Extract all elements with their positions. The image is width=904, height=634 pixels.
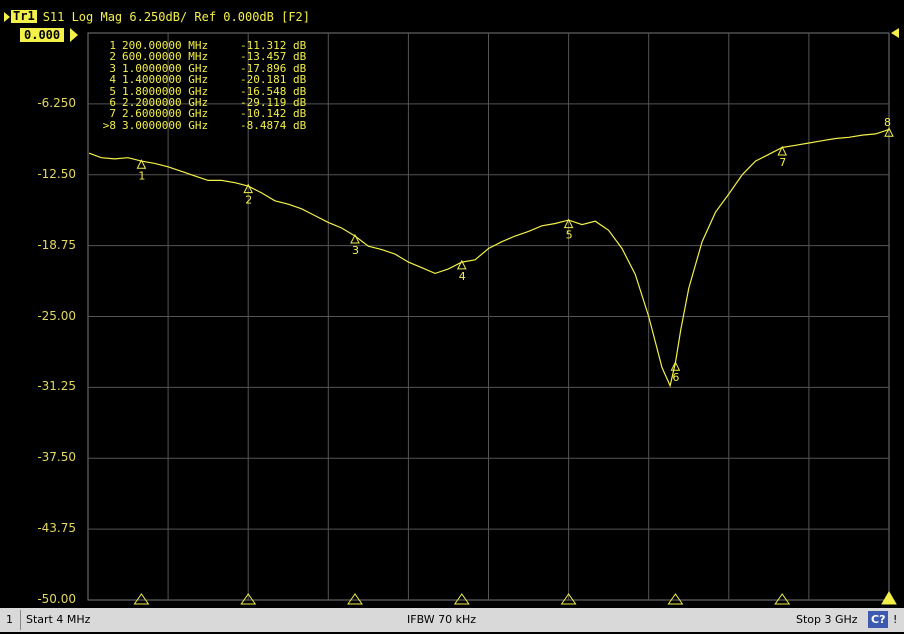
- marker-2[interactable]: 2: [243, 183, 254, 207]
- marker-triangle-icon: [456, 259, 467, 270]
- marker-value: -29.119 dB: [240, 96, 307, 110]
- y-tick-label: -31.25: [37, 379, 76, 394]
- marker-value: -11.312 dB: [240, 39, 307, 52]
- marker-position-triangle-icon: [347, 593, 363, 605]
- marker-label: 6: [672, 371, 679, 384]
- markers-layer: 1 2 3 4 5 6 7 8: [136, 116, 894, 384]
- y-tick-label: -50.00: [37, 592, 76, 606]
- marker-position-indicators: [133, 591, 897, 605]
- trace-info: S11 Log Mag 6.250dB/ Ref 0.000dB [F2]: [42, 9, 310, 24]
- marker-label: 7: [779, 156, 786, 169]
- y-tick-label: -37.50: [37, 450, 76, 465]
- warning-indicator: !: [893, 613, 898, 626]
- marker-value: -16.548 dB: [240, 84, 307, 98]
- status-divider: [20, 610, 21, 630]
- marker-id: 7: [109, 107, 116, 121]
- marker-id: 2: [109, 50, 116, 64]
- marker-triangle-icon: [136, 159, 147, 169]
- marker-value: -8.4874 dB: [240, 118, 307, 132]
- y-tick-label: -12.50: [37, 166, 76, 181]
- marker-frequency: 1.0000000 GHz: [122, 61, 209, 75]
- marker-triangle-icon: [777, 145, 788, 156]
- marker-label: 2: [245, 194, 252, 207]
- marker-label: 4: [459, 270, 466, 283]
- marker-position-triangle-icon: [881, 591, 897, 605]
- marker-position-triangle-icon: [667, 593, 684, 605]
- active-trace-arrow-icon: [4, 11, 10, 22]
- trace-header: Tr1 S11 Log Mag 6.250dB/ Ref 0.000dB [F2…: [4, 9, 310, 24]
- marker-triangle-icon: [350, 233, 360, 244]
- trace-s11: [88, 128, 890, 388]
- marker-label: 3: [352, 244, 359, 257]
- marker-row[interactable]: 3 1.0000000 GHz -17.896 dB: [94, 61, 307, 75]
- marker-triangle-icon: [884, 127, 894, 137]
- marker-row[interactable]: 6 2.2000000 GHz -29.119 dB: [94, 96, 307, 110]
- marker-6[interactable]: 6: [670, 361, 681, 384]
- marker-position-triangle-icon: [560, 593, 577, 605]
- marker-id: 1: [109, 39, 116, 52]
- ref-level-right-pointer: [891, 28, 899, 38]
- marker-triangle-icon: [670, 361, 681, 371]
- marker-row[interactable]: 7 2.6000000 GHz -10.142 dB: [94, 107, 307, 121]
- marker-position-triangle-icon: [240, 593, 257, 605]
- grid: [88, 33, 889, 600]
- marker-frequency: 3.0000000 GHz: [122, 118, 209, 132]
- marker-position-triangle-icon: [774, 593, 791, 605]
- marker-row[interactable]: 4 1.4000000 GHz -20.181 dB: [94, 73, 307, 87]
- y-tick-label: -25.00: [37, 308, 76, 323]
- marker-frequency: 1.4000000 GHz: [122, 73, 209, 87]
- marker-row[interactable]: 1 200.00000 MHz -11.312 dB: [94, 39, 307, 52]
- stop-frequency[interactable]: Stop 3 GHz: [796, 613, 858, 626]
- marker-triangle-icon: [563, 218, 574, 229]
- y-tick-label: -43.75: [37, 521, 76, 536]
- calibration-badge[interactable]: C?: [868, 611, 889, 628]
- marker-label: 8: [884, 116, 891, 129]
- marker-label: 1: [138, 169, 145, 182]
- y-tick-label: -18.75: [37, 237, 76, 252]
- marker-frequency: 2.2000000 GHz: [122, 96, 209, 110]
- marker-7[interactable]: 7: [777, 145, 788, 169]
- marker-triangle-icon: [243, 183, 254, 194]
- marker-id: 6: [109, 96, 116, 110]
- marker-position-triangle-icon: [133, 593, 150, 605]
- start-frequency[interactable]: Start 4 MHz: [26, 613, 91, 626]
- marker-frequency: 200.00000 MHz: [122, 39, 209, 52]
- marker-id: >8: [102, 118, 116, 132]
- marker-value: -10.142 dB: [240, 107, 307, 121]
- marker-position-triangle-icon: [453, 593, 470, 605]
- y-tick-label: -6.250: [37, 95, 76, 110]
- marker-value: -13.457 dB: [240, 50, 307, 64]
- ref-level-value[interactable]: 0.000: [20, 28, 65, 42]
- marker-id: 4: [109, 73, 116, 87]
- marker-id: 5: [109, 84, 116, 98]
- marker-1[interactable]: 1: [136, 159, 147, 182]
- ifbw[interactable]: IFBW 70 kHz: [407, 613, 477, 626]
- marker-row[interactable]: 2 600.00000 MHz -13.457 dB: [94, 50, 307, 64]
- marker-frequency: 2.6000000 GHz: [122, 107, 209, 121]
- trace-line: [88, 128, 890, 388]
- marker-table: 1 200.00000 MHz -11.312 dB 2 600.00000 MHz -1…: [94, 39, 307, 132]
- marker-8[interactable]: 8: [884, 116, 894, 137]
- status-bar: 1 Start 4 MHz IFBW 70 kHz Stop 3 GHz C? …: [0, 608, 904, 632]
- marker-value: -17.896 dB: [240, 61, 307, 75]
- marker-row[interactable]: 5 1.8000000 GHz -16.548 dB: [94, 84, 307, 98]
- marker-frequency: 600.00000 MHz: [122, 50, 209, 64]
- marker-5[interactable]: 5: [563, 218, 574, 242]
- channel-number[interactable]: 1: [6, 613, 13, 626]
- ref-level-left-pointer-icon: [70, 28, 78, 42]
- marker-id: 3: [109, 61, 116, 75]
- marker-row[interactable]: >8 3.0000000 GHz -8.4874 dB: [94, 118, 307, 132]
- marker-frequency: 1.8000000 GHz: [122, 84, 209, 98]
- marker-4[interactable]: 4: [456, 259, 467, 283]
- marker-label: 5: [566, 229, 573, 242]
- marker-value: -20.181 dB: [240, 73, 307, 87]
- marker-3[interactable]: 3: [350, 233, 360, 257]
- trace-label[interactable]: Tr1: [11, 9, 37, 23]
